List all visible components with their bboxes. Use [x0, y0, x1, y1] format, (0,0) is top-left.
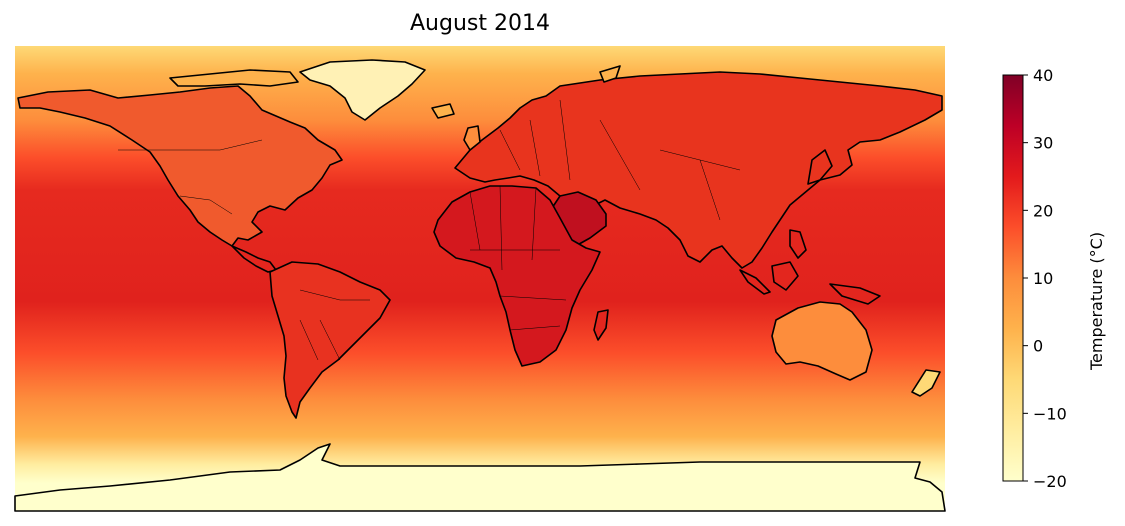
- new-guinea: [829, 283, 881, 305]
- greenland: [299, 59, 426, 121]
- country-borders: [118, 99, 741, 361]
- colorbar-ticks: 40 30 20 10 0 −10 −20: [1023, 66, 1067, 491]
- europe-borders: [499, 99, 741, 221]
- us-mexico-border: [179, 195, 233, 215]
- iceland: [431, 103, 455, 119]
- colorbar-tick-label: 0: [1033, 337, 1043, 356]
- madagascar: [593, 309, 609, 341]
- africa: [433, 185, 601, 367]
- colorbar-tick-label: 30: [1033, 134, 1053, 153]
- colorbar-gradient: [1002, 74, 1024, 482]
- novaya-zemlya: [599, 65, 621, 83]
- sumatra: [739, 269, 771, 295]
- map-title: August 2014: [410, 11, 550, 36]
- antarctica: [14, 443, 946, 512]
- colorbar-label: Temperature (°C): [1087, 231, 1106, 370]
- great-britain: [463, 125, 481, 151]
- new-zealand: [911, 369, 941, 397]
- colorbar-tick-label: −20: [1033, 472, 1067, 491]
- arctic-islands: [169, 69, 299, 87]
- colorbar-tick-label: −10: [1033, 404, 1067, 423]
- australia: [771, 301, 873, 381]
- colorbar-tick-label: 40: [1033, 66, 1053, 85]
- coastlines: [14, 59, 946, 512]
- south-america-borders: [299, 289, 370, 361]
- borneo: [771, 261, 799, 291]
- us-canada-border: [118, 139, 263, 151]
- japan: [807, 149, 833, 185]
- philippines: [789, 229, 807, 259]
- africa-borders: [469, 185, 567, 331]
- colorbar-tick-label: 10: [1033, 269, 1053, 288]
- colorbar: 40 30 20 10 0 −10 −20: [1002, 66, 1067, 491]
- colorbar-tick-label: 20: [1033, 201, 1053, 220]
